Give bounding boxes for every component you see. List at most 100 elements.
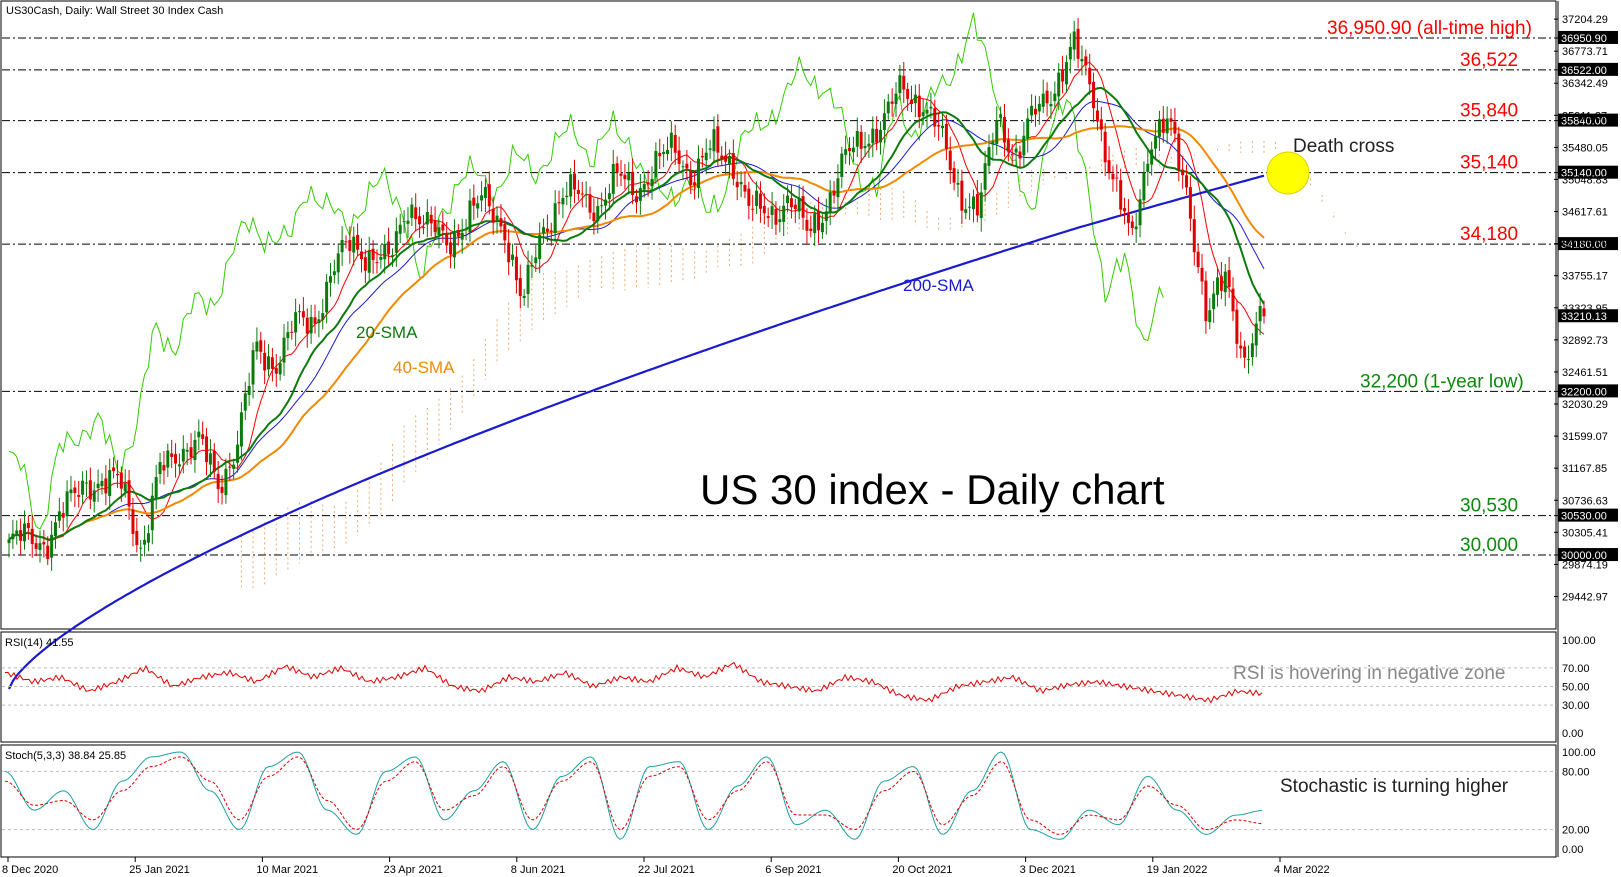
candle-body (255, 341, 259, 352)
candle-body (57, 511, 61, 521)
candle-body (189, 447, 193, 458)
candle-body (232, 464, 236, 469)
candle-body (592, 212, 596, 222)
candle-body (88, 480, 92, 500)
candle-body (220, 486, 224, 493)
stoch-tick-label: 0.00 (1562, 844, 1583, 856)
candle-body (700, 155, 704, 158)
candle-body (944, 124, 948, 149)
level-label: 36,522 (1460, 50, 1518, 71)
candle-body (627, 173, 631, 181)
candle-body (824, 211, 828, 221)
candle-body (236, 444, 240, 463)
candle-body (414, 207, 418, 220)
candle-body (937, 125, 941, 127)
candle-body (557, 202, 561, 204)
candle-body (313, 317, 317, 324)
candle-body (789, 198, 793, 208)
candle-body (410, 204, 414, 218)
candle-body (456, 230, 460, 237)
level-price-box-text: 30530.00 (1561, 511, 1607, 523)
y-tick-label: 35480.05 (1562, 142, 1608, 154)
candle-body (359, 251, 363, 260)
death-cross-label: Death cross (1293, 136, 1394, 157)
candle-body (522, 295, 526, 299)
candle-body (282, 337, 286, 363)
candle-body (886, 101, 890, 114)
candle-body (274, 368, 278, 374)
candle-body (464, 229, 468, 231)
candle-body (100, 480, 104, 487)
candle-body (344, 241, 348, 243)
candle-body (390, 255, 394, 257)
candle-body (363, 257, 367, 271)
candle-body (689, 170, 693, 185)
level-price-box-text: 34180.00 (1561, 239, 1607, 251)
candle-body (863, 146, 867, 149)
x-tick-label: 25 Jan 2021 (129, 864, 190, 876)
y-tick-label: 35911.27 (1562, 110, 1607, 122)
candle-body (69, 489, 73, 494)
rsi-line (4, 661, 1263, 704)
level-label: 36,950.90 (all-time high) (1327, 18, 1532, 39)
candle-body (1165, 118, 1169, 134)
candle-body (433, 220, 437, 233)
candle-body (1200, 267, 1204, 282)
candle-body (119, 472, 123, 489)
sma200-label: 200-SMA (903, 276, 975, 295)
candle-body (1262, 308, 1266, 317)
level-price-box (1558, 165, 1618, 179)
candle-body (115, 473, 119, 476)
candle-body (185, 449, 189, 452)
candle-body (108, 470, 112, 497)
candle-body (154, 477, 158, 499)
level-label: 34,180 (1460, 224, 1518, 245)
candle-body (387, 241, 391, 255)
candle-body (716, 126, 720, 153)
rsi-tick-label: 0.00 (1562, 728, 1583, 740)
candle-body (801, 196, 805, 218)
candle-body (96, 483, 100, 488)
candle-body (34, 543, 38, 550)
candle-body (50, 534, 54, 558)
candle-body (662, 151, 666, 155)
support-resistance-levels: 36,950.90 (all-time high) 36950.90 36,522 3… (2, 18, 1618, 562)
candle-body (1239, 345, 1243, 349)
candle-body (181, 448, 185, 462)
candle-body (1157, 119, 1161, 137)
candle-body (809, 228, 813, 232)
candle-body (631, 171, 635, 196)
candle-body (406, 220, 410, 224)
ichimoku-cloud (240, 140, 1358, 590)
candle-body (797, 198, 801, 212)
candle-body (1084, 56, 1088, 66)
level-price-box-text: 35140.00 (1561, 168, 1607, 180)
candle-body (1219, 276, 1223, 291)
candle-body (205, 436, 209, 463)
candle-body (615, 163, 619, 173)
candle-body (375, 262, 379, 264)
candle-body (143, 539, 147, 545)
candle-body (820, 222, 824, 233)
candle-body (1068, 46, 1072, 60)
candle-body (1092, 81, 1096, 109)
candle-body (720, 155, 724, 159)
y-tick-label: 30305.41 (1562, 527, 1608, 539)
candle-body (476, 203, 480, 209)
candle-body (421, 227, 425, 229)
candle-body (1227, 270, 1231, 288)
level-price-box-text: 36522.00 (1561, 65, 1607, 77)
candle-body (673, 135, 677, 153)
candle-body (565, 195, 569, 198)
candle-body (1022, 135, 1026, 156)
candle-body (139, 547, 143, 549)
candle-body (239, 412, 243, 447)
y-tick-label: 32892.73 (1562, 335, 1608, 347)
level-label: 30,000 (1460, 535, 1518, 556)
candle-body (910, 99, 914, 105)
rsi-header: RSI(14) 41.55 (5, 637, 73, 649)
candle-body (1037, 103, 1041, 112)
candle-body (1049, 103, 1053, 107)
